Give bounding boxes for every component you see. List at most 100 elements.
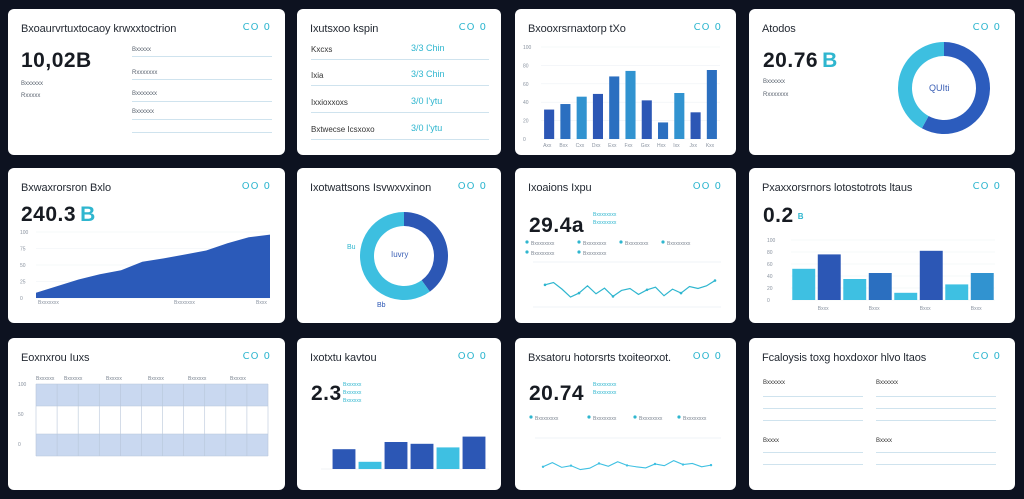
divider — [311, 85, 489, 86]
list-label: Bxxxxxx — [132, 109, 155, 115]
kpi-number: 20.76 — [763, 49, 819, 72]
legend-item: Bxxxxxxxx — [683, 416, 707, 422]
card-badge[interactable]: OO 0 — [692, 351, 722, 362]
kpi-value: 0.2 B — [763, 204, 804, 228]
card-badge[interactable]: CO 0 — [972, 181, 1001, 192]
x-tick-label: Bxxx — [920, 306, 931, 312]
legend-dot — [661, 240, 665, 244]
divider — [876, 452, 996, 453]
area-series — [36, 234, 270, 298]
legend-item: Bxxxxxxxx — [583, 241, 607, 247]
card-badge[interactable]: CO 0 — [458, 22, 487, 33]
data-point — [713, 279, 717, 282]
pie-slice — [404, 212, 448, 292]
bar — [945, 284, 969, 300]
bar-chart — [321, 436, 489, 470]
line-chart — [525, 240, 721, 308]
card-6[interactable]: Ixotwattsons Isvwxvxinon OO 0 Iuvry Bu B… — [297, 168, 501, 323]
legend-item: Bxxxxxxxx — [593, 220, 617, 226]
card-badge[interactable]: OO 0 — [457, 351, 487, 362]
card-8[interactable]: Pxaxxorsrnors lotostotrots ltaus CO 0 0.… — [749, 168, 1015, 323]
kpi-value: 2.3 — [311, 382, 342, 405]
bar — [706, 70, 717, 139]
card-5[interactable]: Bxwaxrorsron Bxlo OO 0 240.3 B 0 25 50 75 100… — [8, 168, 285, 323]
divider — [763, 420, 863, 421]
card-badge[interactable]: OO 0 — [457, 181, 487, 192]
card-12[interactable]: Fcaloysis toxg hoxdoxor hlvo ltaos CO 0 … — [749, 338, 1015, 490]
column-header: Bxxxxx — [230, 376, 246, 382]
bar-chart: 0 20 40 60 80 100 Axx Bxx Cxx Dxx Exx Fxx Gxx Hxx Ixx J… — [523, 45, 720, 149]
donut-center-label: Iuvry — [391, 250, 409, 259]
y-tick-label: 100 — [20, 230, 29, 236]
divider — [311, 59, 489, 60]
y-tick-label: 80 — [767, 250, 773, 256]
area-chart: 0 25 50 75 100 Bxxxxxxx Bxxxxxxx Bxxx — [20, 230, 270, 306]
data-point — [543, 283, 547, 287]
card-1[interactable]: Bxoaurvrtuxtocaoy krwxxtoctrion CO 0 10,… — [8, 9, 285, 155]
card-11[interactable]: Bxsatoru hotorsrts txoiteorxot. OO 0 20.… — [515, 338, 736, 490]
kpi-value: 29.4a — [529, 214, 585, 237]
card-4[interactable]: Atodos CO 0 20.76 B Bxxxxxx Rxxxxxxx QUIt… — [749, 9, 1015, 155]
legend-item: Bxxxxxxxx — [625, 241, 649, 247]
legend-dot — [619, 240, 623, 244]
bar — [332, 449, 356, 469]
card-9[interactable]: Eoxnxrou Iuxs CO 0 Bxxxxxx Bxxxxxx Bxxxx… — [8, 338, 285, 490]
card-badge[interactable]: CO 0 — [972, 22, 1001, 33]
card-badge[interactable]: CO 0 — [972, 351, 1001, 362]
divider — [132, 56, 272, 57]
card-3[interactable]: Bxooxrsrnaxtorp tXo CO 0 0 20 40 60 80 100 Axx… — [515, 9, 736, 155]
bar — [410, 443, 434, 469]
legend-dot — [577, 240, 581, 244]
card-title: Ixotxtu kavtou — [310, 352, 377, 364]
legend-dot — [529, 415, 533, 419]
column-header: Bxxxxx — [148, 376, 164, 382]
x-tick-label: Cxx — [576, 143, 585, 149]
y-tick-label: 60 — [767, 262, 773, 268]
side-label: Bu — [347, 244, 356, 251]
x-tick-label: Fxx — [624, 143, 633, 149]
card-title: Ixotwattsons Isvwxvxinon — [310, 182, 432, 194]
row-value: 3/3 Chin — [411, 69, 445, 79]
card-badge[interactable]: OO 0 — [241, 181, 271, 192]
legend-item: Bxxxxxx — [343, 390, 362, 396]
divider — [763, 408, 863, 409]
row-key: Kxcxs — [311, 45, 333, 54]
column-header: Bxxxxx — [106, 376, 122, 382]
divider — [132, 132, 272, 133]
bar — [544, 109, 555, 139]
y-tick-label: 40 — [523, 100, 529, 106]
card-badge[interactable]: CO 0 — [242, 351, 271, 362]
data-point — [653, 462, 657, 466]
data-point — [569, 464, 573, 467]
bar — [384, 442, 408, 469]
group-label: Bxxxxxx — [763, 380, 786, 386]
y-tick-label: 20 — [523, 119, 529, 125]
card-2[interactable]: Ixutsxoo kspin CO 0 Kxcxs 3/3 Chin Ixia … — [297, 9, 501, 155]
card-title: Eoxnxrou Iuxs — [21, 352, 90, 364]
x-tick-label: Exx — [608, 143, 617, 149]
x-tick-label: Axx — [543, 143, 552, 149]
legend-dot — [677, 415, 681, 419]
bar — [625, 70, 636, 139]
card-badge[interactable]: CO 0 — [693, 22, 722, 33]
x-tick-label: Dxx — [592, 143, 601, 149]
x-tick-label: Ixx — [673, 143, 680, 149]
kpi-accent: B — [80, 203, 96, 226]
legend-item: Bxxxxxx — [343, 398, 362, 404]
card-badge[interactable]: CO 0 — [242, 22, 271, 33]
card-7[interactable]: Ixoaions Ixpu OO 0 29.4a Bxxxxxxxx Bxxxx… — [515, 168, 736, 323]
card-10[interactable]: Ixotxtu kavtou OO 0 2.3 Bxxxxxx Bxxxxxx … — [297, 338, 501, 490]
legend-item: Bxxxxxx — [343, 382, 362, 388]
legend-item: Bxxxxxxxx — [535, 416, 559, 422]
legend-item: Rxxxxx — [21, 93, 41, 99]
kpi-accent: B — [822, 49, 838, 72]
row-value: 3/0 I'ytu — [411, 96, 443, 106]
line-series — [544, 280, 716, 298]
group-label: Bxxxxxx — [876, 380, 899, 386]
divider — [763, 464, 863, 465]
bar — [919, 250, 943, 300]
y-tick-label: 0 — [18, 442, 21, 448]
card-badge[interactable]: OO 0 — [692, 181, 722, 192]
card-title: Atodos — [762, 23, 796, 35]
list-label: Bxxxxx — [132, 47, 152, 53]
